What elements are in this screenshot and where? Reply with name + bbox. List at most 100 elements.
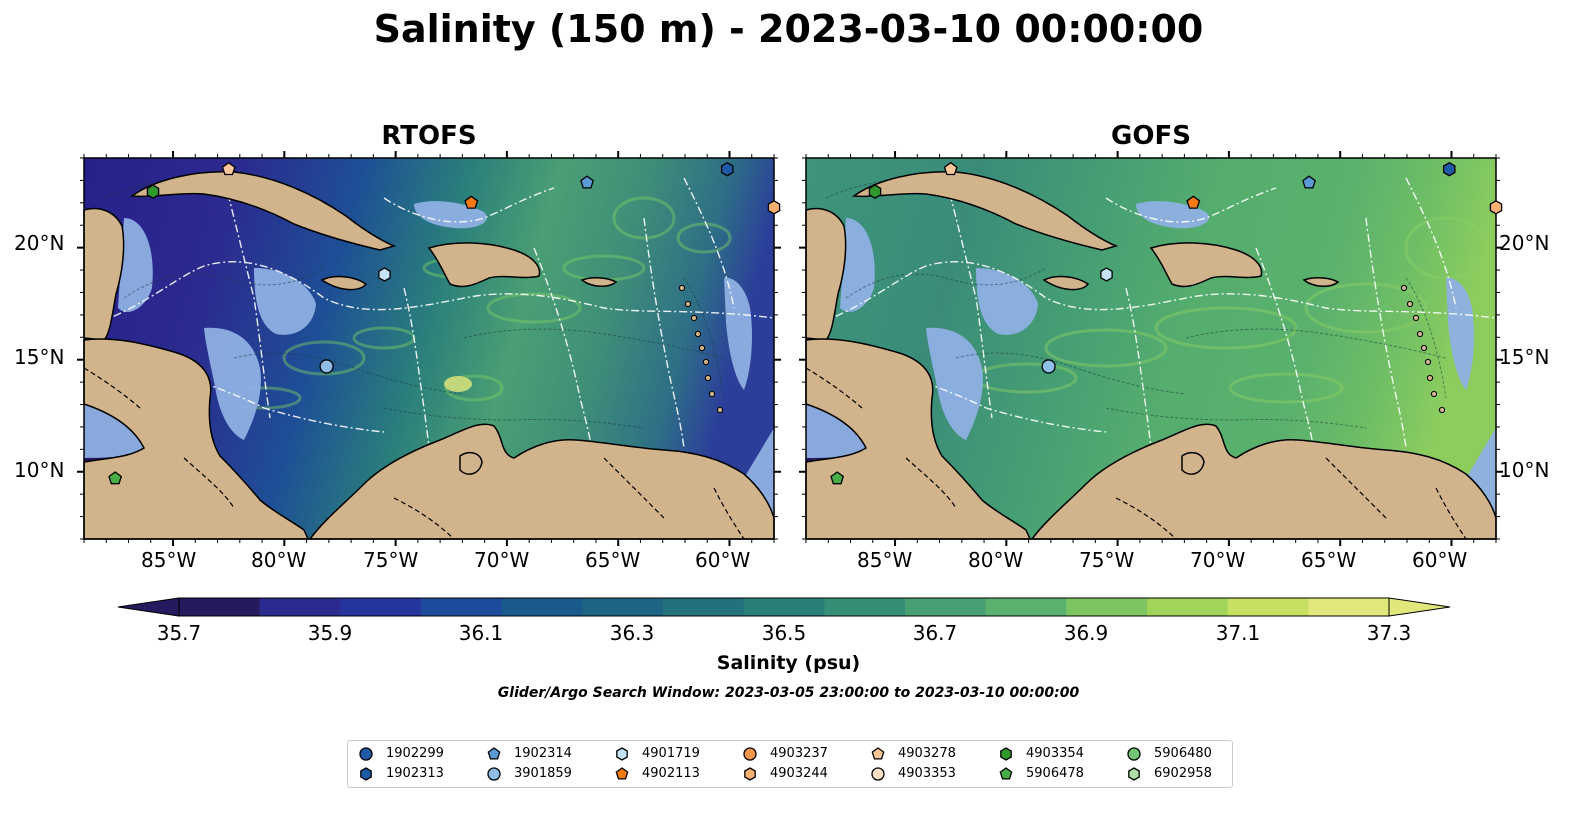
land-central bbox=[83, 338, 310, 540]
legend-marker-icon bbox=[871, 767, 885, 781]
eez-boundary bbox=[1405, 177, 1457, 309]
island bbox=[690, 314, 698, 322]
float-marker-5906478 bbox=[108, 471, 123, 485]
colorbar-extend-low bbox=[117, 597, 180, 617]
land-yucatan bbox=[805, 207, 847, 341]
legend-marker-4902113 bbox=[615, 767, 629, 780]
lat-tick-label: 10°N bbox=[1499, 458, 1550, 482]
float-marker-4903278 bbox=[221, 161, 236, 176]
search-window-text: Glider/Argo Search Window: 2023-03-05 23… bbox=[497, 685, 1080, 701]
island bbox=[678, 284, 686, 292]
island bbox=[704, 374, 712, 382]
depth-contour bbox=[955, 352, 1187, 395]
legend-marker-6902958 bbox=[1128, 767, 1140, 781]
legend-item: 4903244 bbox=[740, 766, 828, 782]
legend-item: 4903353 bbox=[868, 766, 956, 782]
legend-marker-icon bbox=[487, 747, 501, 760]
depth-contour bbox=[683, 277, 725, 399]
land-jamaica bbox=[1042, 275, 1090, 291]
lat-tick-label: 10°N bbox=[14, 458, 65, 482]
legend-marker-icon bbox=[487, 767, 501, 781]
legend-marker-4903354 bbox=[1000, 747, 1012, 761]
eez-boundary bbox=[83, 261, 775, 329]
legend-label: 1902314 bbox=[514, 746, 572, 761]
island bbox=[694, 330, 702, 338]
legend-item: 5906480 bbox=[1124, 746, 1212, 762]
float-marker-4903244 bbox=[767, 200, 781, 215]
lon-tick-label: 75°W bbox=[363, 548, 419, 572]
land-puertorico bbox=[580, 277, 618, 287]
legend-marker-5906480 bbox=[1127, 747, 1141, 761]
colorbar-segment bbox=[421, 598, 503, 616]
colorbar-tick-label: 36.7 bbox=[912, 621, 958, 645]
float-marker-1902313 bbox=[1442, 161, 1456, 177]
legend-item: 4902113 bbox=[612, 766, 700, 782]
eddy-swirl bbox=[1304, 282, 1428, 334]
country-border bbox=[905, 457, 957, 509]
colorbar-title: Salinity (psu) bbox=[716, 652, 861, 674]
legend-marker-icon bbox=[359, 747, 373, 761]
legend-label: 4903237 bbox=[770, 746, 828, 761]
land-yucatan bbox=[83, 207, 125, 341]
depth-contour bbox=[463, 328, 725, 359]
country-border bbox=[805, 367, 863, 409]
legend-marker-4901719 bbox=[616, 747, 628, 761]
legend-item: 1902313 bbox=[356, 766, 444, 782]
colorbar-segment bbox=[501, 598, 583, 616]
eez-boundary bbox=[945, 177, 993, 419]
map-frame bbox=[805, 158, 1497, 540]
legend-marker-1902313 bbox=[360, 767, 372, 781]
island bbox=[698, 344, 706, 352]
lon-tick-label: 60°W bbox=[1412, 548, 1468, 572]
land-maracaibo bbox=[459, 451, 483, 475]
colorbar-tick-label: 37.3 bbox=[1366, 621, 1412, 645]
legend-label: 4903354 bbox=[1026, 746, 1084, 761]
eez-boundary bbox=[533, 247, 597, 469]
legend-label: 4903353 bbox=[898, 766, 956, 781]
depth-contour bbox=[1105, 407, 1367, 429]
colorbar-segment bbox=[1308, 598, 1390, 616]
legend-label: 1902313 bbox=[386, 766, 444, 781]
lon-tick-label: 75°W bbox=[1079, 548, 1135, 572]
legend-marker-1902314 bbox=[487, 747, 501, 760]
eez-boundary bbox=[143, 357, 385, 433]
float-marker-4903354 bbox=[146, 184, 160, 199]
legend-item: 1902299 bbox=[356, 746, 444, 762]
island bbox=[1420, 344, 1428, 352]
colorbar-segment bbox=[1066, 598, 1148, 616]
legend-marker-icon bbox=[744, 767, 756, 781]
colorbar-segment bbox=[1147, 598, 1229, 616]
colorbar-extend-high bbox=[1388, 597, 1451, 617]
colorbar-tick-label: 36.1 bbox=[458, 621, 504, 645]
legend-marker-4903353 bbox=[871, 767, 885, 781]
country-border bbox=[1115, 497, 1177, 540]
map-panel-rtofs[interactable] bbox=[77, 151, 781, 546]
lat-tick-label: 20°N bbox=[1499, 231, 1550, 255]
eez-boundary bbox=[1125, 287, 1157, 479]
float-marker-4901719 bbox=[1100, 267, 1113, 282]
colorbar-segment bbox=[824, 598, 906, 616]
shelf-area bbox=[1446, 277, 1474, 390]
legend-marker-icon bbox=[616, 747, 628, 761]
depth-contour bbox=[383, 407, 645, 429]
legend-label: 4903278 bbox=[898, 746, 956, 761]
colorbar-tick-label: 35.9 bbox=[307, 621, 353, 645]
colorbar-segment bbox=[743, 598, 825, 616]
float-marker-4902113 bbox=[464, 195, 479, 209]
float-marker-1902314 bbox=[580, 175, 594, 189]
lon-tick-label: 60°W bbox=[695, 548, 751, 572]
legend-marker-3901859 bbox=[487, 767, 501, 781]
colorbar-segment bbox=[663, 598, 745, 616]
lon-tick-label: 70°W bbox=[1190, 548, 1246, 572]
legend-label: 3901859 bbox=[514, 766, 572, 781]
country-border bbox=[393, 497, 455, 540]
legend-label: 1902299 bbox=[386, 746, 444, 761]
lon-tick-label: 85°W bbox=[141, 548, 197, 572]
legend-item: 4903237 bbox=[740, 746, 828, 762]
colorbar-segment bbox=[340, 598, 422, 616]
land-southam bbox=[1030, 423, 1497, 540]
land-southam bbox=[308, 423, 775, 540]
island bbox=[1430, 390, 1438, 398]
country-border bbox=[183, 457, 235, 509]
map-panel-gofs[interactable] bbox=[799, 151, 1503, 546]
